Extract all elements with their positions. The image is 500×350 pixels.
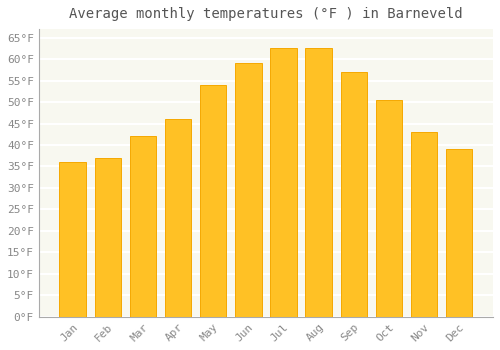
Bar (235, 63, 262, 317)
Bar (270, 48, 296, 317)
Bar (130, 136, 156, 317)
Bar (306, 48, 332, 317)
Title: Average monthly temperatures (°F ) in Barneveld: Average monthly temperatures (°F ) in Ba… (69, 7, 462, 21)
Bar (60, 162, 86, 317)
Bar (94, 158, 121, 317)
Bar (165, 119, 191, 317)
Bar (200, 85, 226, 317)
Bar (411, 132, 438, 317)
Bar (446, 149, 472, 317)
Bar (376, 100, 402, 317)
Bar (340, 72, 367, 317)
